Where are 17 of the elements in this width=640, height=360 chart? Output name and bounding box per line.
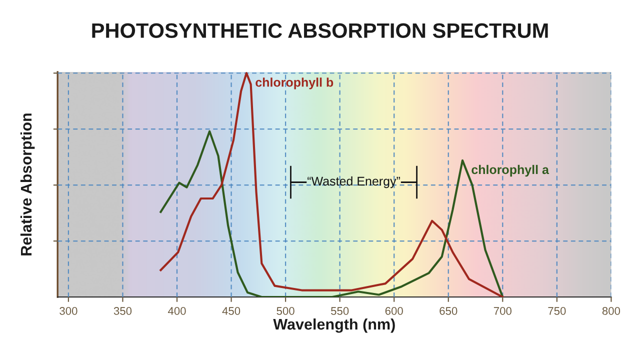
x-tick-label: 600: [385, 307, 403, 315]
y-axis-title: Relative Absorption: [20, 114, 35, 256]
x-tick-label: 500: [276, 307, 294, 315]
annotation: “Wasted Energy”: [308, 176, 400, 188]
x-tick-label: 300: [60, 307, 78, 315]
x-tick-label: 550: [331, 307, 349, 315]
x-tick-label: 750: [548, 307, 566, 315]
x-tick-label: 400: [168, 307, 186, 315]
x-tick-label: 350: [114, 307, 132, 315]
series-label: chlorophyll b: [256, 78, 334, 90]
x-tick-label: 800: [602, 307, 620, 315]
x-tick-label: 650: [440, 307, 458, 315]
chart-title: PHOTOSYNTHETIC ABSORPTION SPECTRUM: [92, 23, 548, 38]
x-tick-label: 450: [222, 307, 240, 315]
x-tick-label: 700: [494, 307, 512, 315]
series-label: chlorophyll a: [472, 164, 550, 177]
x-axis-title: Wavelength (nm): [273, 318, 395, 333]
